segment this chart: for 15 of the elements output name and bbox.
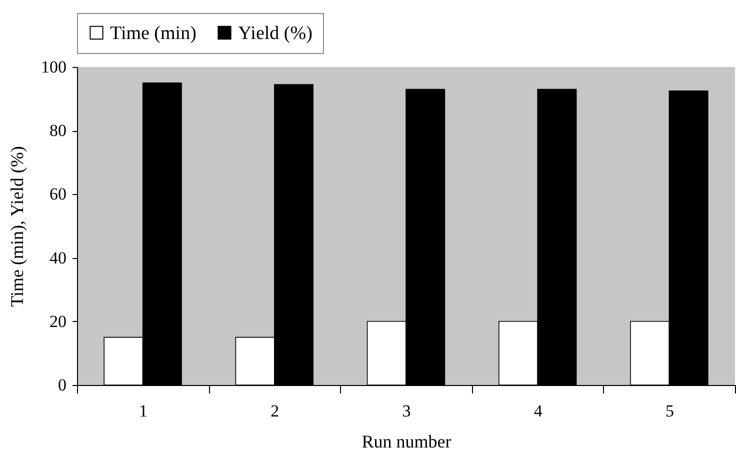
y-tick-label: 80 (50, 121, 66, 140)
x-tick-label: 4 (534, 402, 543, 420)
y-axis-title: Time (min), Yield (%) (7, 146, 27, 307)
legend-label: Time (min) (110, 22, 196, 44)
y-tick-label: 0 (58, 376, 66, 394)
y-tick-label: 20 (50, 312, 66, 331)
x-tick-label: 2 (270, 402, 280, 420)
x-axis-title: Run number (362, 432, 452, 452)
y-tick-label: 100 (41, 58, 66, 76)
legend-label: Yield (%) (238, 22, 312, 44)
y-tick-label: 60 (50, 184, 66, 204)
x-tick-label: 5 (665, 402, 674, 420)
x-tick-label: 1 (139, 402, 148, 420)
x-tick-label: 3 (402, 402, 411, 420)
y-tick-label: 40 (50, 248, 66, 268)
